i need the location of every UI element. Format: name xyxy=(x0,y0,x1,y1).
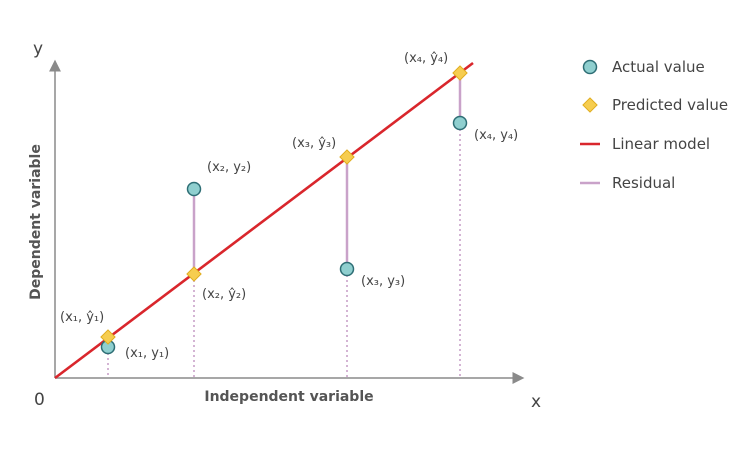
legend-predicted-label: Predicted value xyxy=(612,96,728,114)
actual-label-3: (x₃, y₃) xyxy=(361,274,405,289)
actual-label-4: (x₄, y₄) xyxy=(474,128,518,143)
predicted-point-4 xyxy=(452,65,468,81)
origin-label: 0 xyxy=(34,390,45,410)
legend-actual-marker xyxy=(582,59,598,75)
predicted-label-4: (x₄, ŷ₄) xyxy=(404,51,448,66)
legend-actual-label: Actual value xyxy=(612,58,705,76)
actual-label-1: (x₁, y₁) xyxy=(125,346,169,361)
predicted-point-1 xyxy=(100,329,116,345)
actual-point-2 xyxy=(186,181,202,197)
actual-point-4 xyxy=(452,115,468,131)
legend-predicted-marker xyxy=(582,97,598,113)
linear-model-line xyxy=(54,61,474,380)
actual-point-3 xyxy=(339,261,355,277)
y-axis-letter: y xyxy=(33,39,43,59)
predicted-label-2: (x₂, ŷ₂) xyxy=(202,287,246,302)
x-axis-letter: x xyxy=(531,392,541,412)
predicted-point-2 xyxy=(186,266,202,282)
actual-label-2: (x₂, y₂) xyxy=(207,160,251,175)
y-axis-title: Dependent variable xyxy=(28,144,44,300)
predicted-point-3 xyxy=(339,149,355,165)
x-axis-title: Independent variable xyxy=(204,389,373,405)
legend-model-label: Linear model xyxy=(612,135,710,153)
legend-residual-label: Residual xyxy=(612,174,675,192)
predicted-label-3: (x₃, ŷ₃) xyxy=(292,136,336,151)
predicted-label-1: (x₁, ŷ₁) xyxy=(60,310,104,325)
